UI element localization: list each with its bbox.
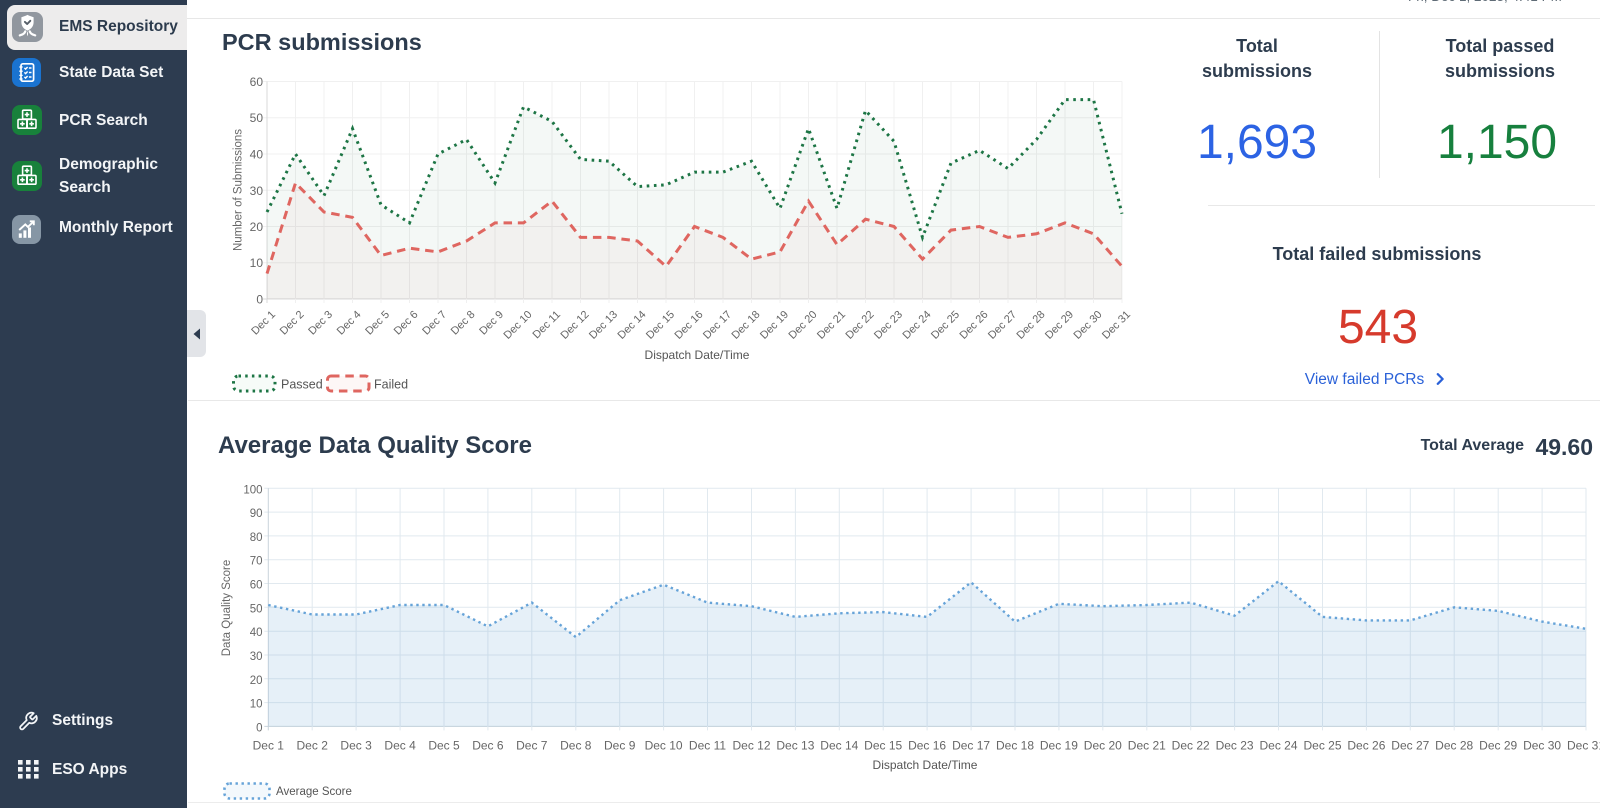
- svg-text:Dec 18: Dec 18: [729, 309, 762, 342]
- svg-text:Failed: Failed: [374, 378, 408, 392]
- svg-text:Dec 1: Dec 1: [249, 309, 278, 338]
- svg-text:0: 0: [256, 293, 263, 307]
- svg-text:Dec 14: Dec 14: [615, 309, 648, 342]
- svg-text:20: 20: [250, 675, 263, 687]
- svg-text:Dec 26: Dec 26: [1347, 739, 1385, 753]
- svg-text:Dec 14: Dec 14: [820, 739, 858, 753]
- svg-text:10: 10: [250, 699, 263, 711]
- svg-text:Dec 2: Dec 2: [297, 739, 329, 753]
- svg-text:Dec 30: Dec 30: [1071, 309, 1104, 342]
- svg-text:Dec 22: Dec 22: [843, 309, 876, 342]
- svg-text:Dec 7: Dec 7: [420, 309, 449, 338]
- svg-text:Dec 10: Dec 10: [501, 309, 534, 342]
- svg-text:Dec 28: Dec 28: [1014, 309, 1047, 342]
- svg-text:20: 20: [250, 220, 264, 234]
- svg-text:Number of Submissions: Number of Submissions: [233, 129, 245, 251]
- svg-text:Dec 29: Dec 29: [1043, 309, 1076, 342]
- svg-text:Dec 26: Dec 26: [957, 309, 990, 342]
- svg-text:Dec 16: Dec 16: [908, 739, 946, 753]
- svg-text:Dec 8: Dec 8: [560, 739, 592, 753]
- svg-text:Dec 25: Dec 25: [929, 309, 962, 342]
- svg-text:Dec 19: Dec 19: [1040, 739, 1078, 753]
- svg-text:30: 30: [250, 651, 263, 663]
- svg-text:Dec 23: Dec 23: [1216, 739, 1254, 753]
- svg-text:50: 50: [250, 111, 264, 125]
- svg-text:Dec 24: Dec 24: [900, 309, 933, 342]
- svg-text:Dec 27: Dec 27: [986, 309, 1019, 342]
- svg-text:Dec 31: Dec 31: [1567, 739, 1600, 753]
- svg-text:Dec 9: Dec 9: [604, 739, 636, 753]
- svg-text:Dispatch Date/Time: Dispatch Date/Time: [645, 348, 750, 362]
- svg-text:Dec 11: Dec 11: [531, 309, 564, 342]
- svg-text:Dec 17: Dec 17: [701, 309, 734, 342]
- svg-text:Dec 24: Dec 24: [1259, 739, 1297, 753]
- svg-text:40: 40: [250, 627, 263, 639]
- svg-text:Dec 19: Dec 19: [758, 309, 791, 342]
- svg-text:40: 40: [250, 148, 264, 162]
- svg-text:Dec 22: Dec 22: [1172, 739, 1210, 753]
- svg-text:50: 50: [250, 603, 263, 615]
- svg-text:Dec 7: Dec 7: [516, 739, 548, 753]
- svg-text:70: 70: [250, 556, 263, 568]
- svg-text:60: 60: [250, 580, 263, 592]
- svg-text:Dispatch Date/Time: Dispatch Date/Time: [873, 758, 978, 772]
- svg-text:Dec 5: Dec 5: [363, 309, 392, 338]
- svg-text:Dec 16: Dec 16: [672, 309, 705, 342]
- svg-text:Dec 13: Dec 13: [587, 309, 620, 342]
- svg-text:100: 100: [243, 484, 262, 496]
- svg-text:Dec 15: Dec 15: [864, 739, 902, 753]
- svg-text:60: 60: [250, 75, 264, 89]
- svg-text:Dec 31: Dec 31: [1100, 309, 1133, 342]
- svg-text:Dec 10: Dec 10: [645, 739, 683, 753]
- svg-text:Dec 23: Dec 23: [872, 309, 905, 342]
- svg-text:Dec 20: Dec 20: [786, 309, 819, 342]
- svg-text:Dec 27: Dec 27: [1391, 739, 1429, 753]
- svg-text:Dec 4: Dec 4: [384, 739, 416, 753]
- svg-text:Dec 17: Dec 17: [952, 739, 990, 753]
- svg-text:Dec 8: Dec 8: [449, 309, 478, 338]
- svg-text:Dec 18: Dec 18: [996, 739, 1034, 753]
- svg-text:Dec 6: Dec 6: [472, 739, 504, 753]
- svg-text:Dec 12: Dec 12: [732, 739, 770, 753]
- svg-text:Dec 21: Dec 21: [815, 309, 848, 342]
- svg-text:Dec 12: Dec 12: [558, 309, 591, 342]
- svg-text:Dec 1: Dec 1: [253, 739, 285, 753]
- svg-text:Dec 15: Dec 15: [644, 309, 677, 342]
- svg-text:Passed: Passed: [281, 378, 323, 392]
- svg-text:Average Score: Average Score: [276, 786, 352, 798]
- svg-text:Dec 30: Dec 30: [1523, 739, 1561, 753]
- svg-text:10: 10: [250, 256, 264, 270]
- svg-text:Dec 6: Dec 6: [392, 309, 421, 338]
- svg-text:Dec 29: Dec 29: [1479, 739, 1517, 753]
- svg-text:Data Quality Score: Data Quality Score: [221, 560, 233, 657]
- svg-text:Dec 28: Dec 28: [1435, 739, 1473, 753]
- svg-text:Dec 3: Dec 3: [340, 739, 372, 753]
- svg-text:Dec 5: Dec 5: [428, 739, 460, 753]
- svg-text:0: 0: [256, 722, 262, 734]
- svg-text:Dec 21: Dec 21: [1128, 739, 1166, 753]
- svg-text:Dec 20: Dec 20: [1084, 739, 1122, 753]
- svg-text:Dec 3: Dec 3: [306, 309, 335, 338]
- svg-text:90: 90: [250, 508, 263, 520]
- svg-text:Dec 4: Dec 4: [335, 309, 364, 338]
- svg-text:Dec 2: Dec 2: [278, 309, 307, 338]
- svg-text:30: 30: [250, 184, 264, 198]
- svg-text:80: 80: [250, 532, 263, 544]
- svg-text:Dec 11: Dec 11: [689, 739, 726, 753]
- svg-text:Dec 13: Dec 13: [776, 739, 814, 753]
- svg-text:Dec 25: Dec 25: [1303, 739, 1341, 753]
